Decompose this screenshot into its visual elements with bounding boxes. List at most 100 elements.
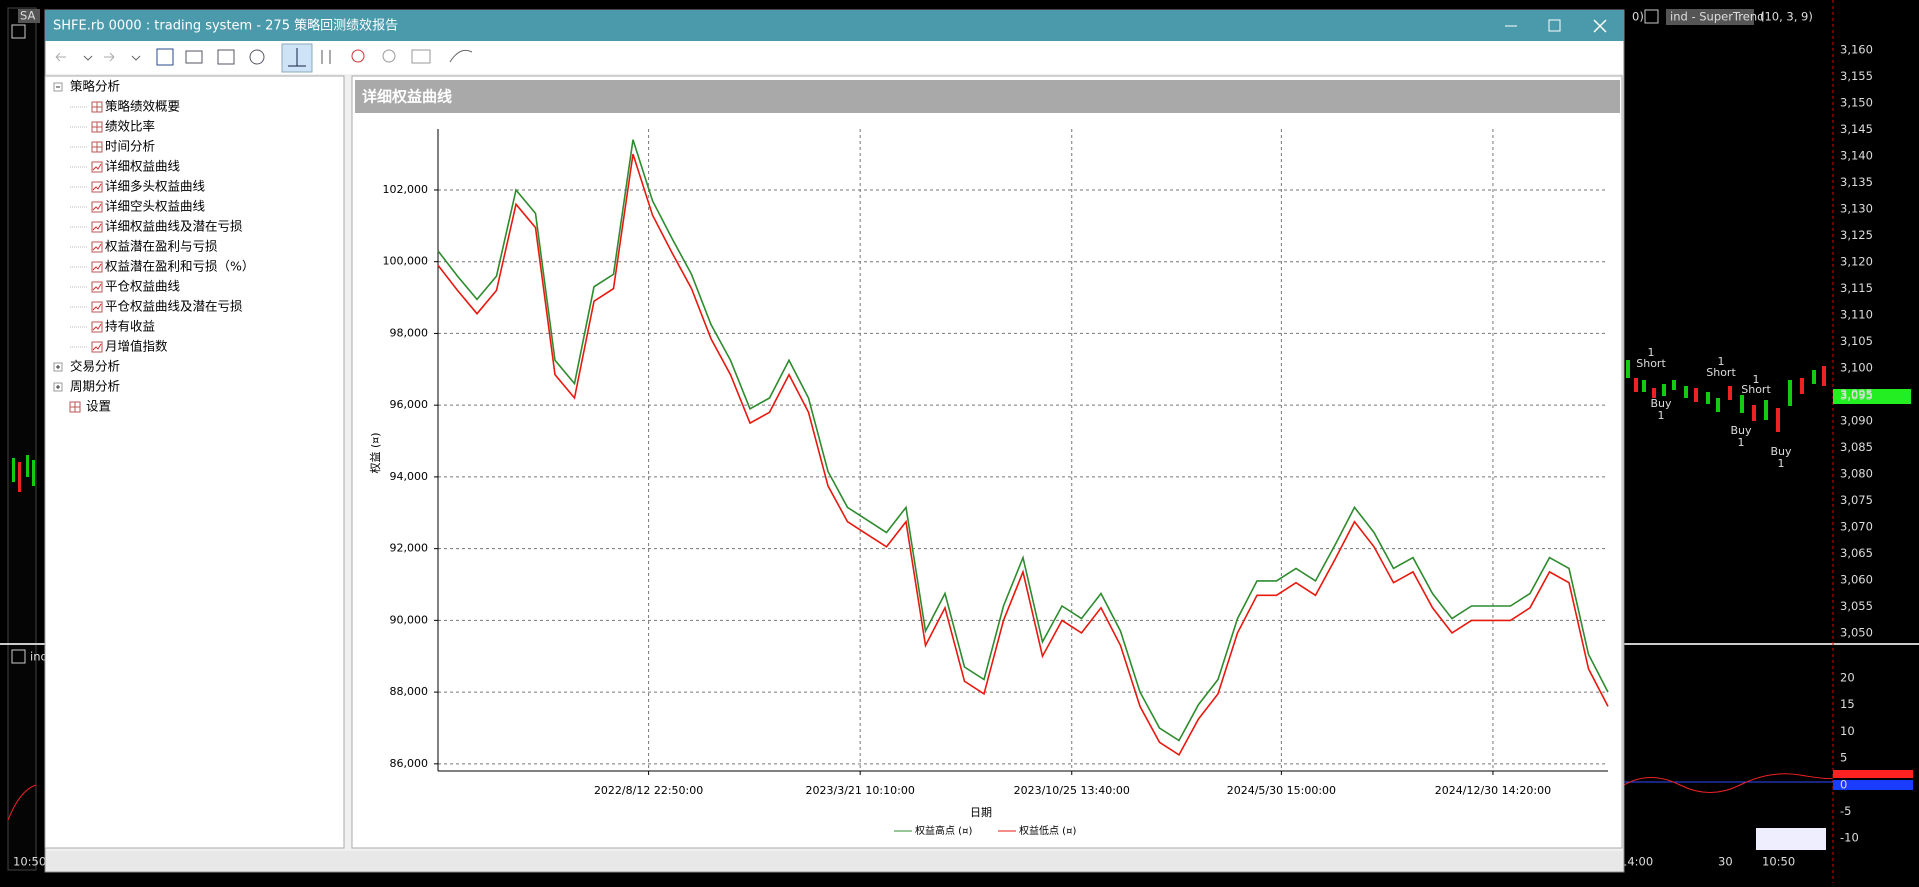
table-icon bbox=[92, 102, 102, 112]
indicator-tick-label: -10 bbox=[1840, 831, 1859, 845]
price-tick-label: 3,145 bbox=[1840, 122, 1873, 136]
candles bbox=[12, 360, 1826, 492]
x-tick-label: 2024/5/30 15:00:00 bbox=[1227, 784, 1336, 797]
close-box[interactable] bbox=[11, 24, 26, 39]
price-tick-label: 3,055 bbox=[1840, 599, 1873, 613]
chart-icon bbox=[92, 283, 102, 291]
price-tick-label: 3,115 bbox=[1840, 281, 1873, 295]
indicator-tag bbox=[1833, 780, 1913, 790]
x-tick-label: 2023/3/21 10:10:00 bbox=[806, 784, 915, 797]
tree-item[interactable]: 周期分析 bbox=[70, 379, 120, 394]
chart-icon bbox=[91, 161, 103, 173]
y-tick-label: 92,000 bbox=[390, 542, 429, 555]
chart-icon bbox=[92, 163, 102, 171]
chart-icon bbox=[92, 203, 102, 211]
indicator-curve bbox=[1623, 773, 1834, 793]
legend-label: 权益低点 (¤) bbox=[1019, 824, 1076, 837]
signal-label: Buy bbox=[1730, 424, 1752, 437]
y-tick-label: 88,000 bbox=[390, 685, 429, 698]
price-tag: 3,095 bbox=[1840, 389, 1873, 403]
price-tick-label: 3,125 bbox=[1840, 228, 1873, 242]
indicator-tag: ind bbox=[30, 650, 48, 664]
price-tick-label: 3,150 bbox=[1840, 96, 1873, 110]
x-tick-label: 2024/12/30 14:20:00 bbox=[1435, 784, 1551, 797]
signal-label: 1 bbox=[1658, 409, 1665, 422]
price-tick-label: 3,050 bbox=[1840, 626, 1873, 640]
table-icon bbox=[70, 402, 80, 412]
chart-icon bbox=[92, 223, 102, 231]
tree-item[interactable]: 绩效比率 bbox=[105, 119, 155, 134]
chart-icon bbox=[91, 221, 103, 233]
tree: 策略分析策略绩效概要绩效比率时间分析详细权益曲线详细多头权益曲线详细空头权益曲线… bbox=[53, 79, 254, 414]
indicator-tick-label: 10 bbox=[1840, 724, 1855, 738]
indicator-tick-label: -5 bbox=[1840, 804, 1851, 818]
tree-item[interactable]: 策略分析 bbox=[70, 79, 120, 94]
equity-chart: 86,000 88,000 90,000 92,000 94,000 96,000 98,0… bbox=[368, 129, 1609, 837]
tree-item[interactable]: 持有收益 bbox=[105, 319, 155, 334]
chart-icon bbox=[92, 243, 102, 251]
report-window: SHFE.rb 0000 : trading system - 275 策略回测… bbox=[44, 9, 1625, 873]
tree-item[interactable]: 详细多头权益曲线 bbox=[105, 179, 206, 194]
tree-item[interactable]: 详细权益曲线及潜在亏损 bbox=[105, 219, 243, 234]
tree-item[interactable]: 设置 bbox=[86, 399, 111, 414]
indicator-params: (10, 3, 9) bbox=[1760, 10, 1813, 24]
y-tick-label: 98,000 bbox=[390, 326, 429, 339]
x-axis-label: 日期 bbox=[970, 806, 992, 819]
tree-item[interactable]: 平仓权益曲线及潜在亏损 bbox=[105, 299, 243, 314]
close-box[interactable] bbox=[11, 649, 26, 664]
header-prefix: 0) bbox=[1632, 10, 1644, 24]
table-icon bbox=[92, 122, 102, 132]
indicator-tick-label: 0 bbox=[1840, 777, 1847, 791]
price-tick-label: 3,110 bbox=[1840, 308, 1873, 322]
tree-item[interactable]: 交易分析 bbox=[70, 359, 120, 374]
tree-item[interactable]: 策略绩效概要 bbox=[105, 99, 180, 114]
chart-icon bbox=[91, 301, 103, 313]
toolbar-icons[interactable] bbox=[55, 43, 473, 73]
chart-icon bbox=[92, 183, 102, 191]
tree-item[interactable]: 平仓权益曲线 bbox=[105, 279, 181, 294]
indicator-tick-label: 5 bbox=[1840, 751, 1847, 765]
price-tick-label: 3,070 bbox=[1840, 520, 1873, 534]
close-box[interactable] bbox=[1644, 9, 1659, 24]
indicator-tick-label: 20 bbox=[1840, 671, 1855, 685]
y-tick-label: 96,000 bbox=[390, 398, 429, 411]
tree-item[interactable]: 详细空头权益曲线 bbox=[105, 199, 206, 214]
price-tick-label: 3,105 bbox=[1840, 334, 1873, 348]
close-button[interactable] bbox=[1593, 19, 1607, 33]
table-icon bbox=[92, 142, 102, 152]
maximize-button[interactable] bbox=[1548, 19, 1561, 32]
tree-item[interactable]: 权益潜在盈利与亏损 bbox=[105, 239, 218, 254]
chart-icon bbox=[91, 341, 103, 353]
expander[interactable] bbox=[56, 365, 60, 369]
signal-label: Short bbox=[1741, 383, 1771, 396]
y-tick-label: 90,000 bbox=[390, 613, 429, 626]
tree-item[interactable]: 权益潜在盈利和亏损（%） bbox=[105, 259, 254, 274]
indicator-tag bbox=[1833, 770, 1913, 778]
signal-label: 1 bbox=[1648, 346, 1655, 359]
y-axis-label: 权益 (¤) bbox=[368, 432, 382, 473]
price-tick-label: 3,100 bbox=[1840, 361, 1873, 375]
tree-item[interactable]: 时间分析 bbox=[105, 139, 155, 154]
equity-line bbox=[437, 139, 1609, 742]
symbol-label: SA bbox=[20, 9, 36, 23]
tree-item[interactable]: 月增值指数 bbox=[105, 339, 168, 354]
expander[interactable] bbox=[56, 385, 60, 389]
chart-icon bbox=[92, 303, 102, 311]
price-tag-bg bbox=[1833, 389, 1911, 404]
signal-label: 1 bbox=[1753, 373, 1760, 386]
signal-label: Buy bbox=[1770, 445, 1792, 458]
y-tick-label: 86,000 bbox=[390, 757, 429, 770]
price-tick-label: 3,065 bbox=[1840, 546, 1873, 560]
equity-line bbox=[437, 153, 1609, 757]
price-tick-label: 3,080 bbox=[1840, 467, 1873, 481]
tree-item[interactable]: 详细权益曲线 bbox=[105, 159, 181, 174]
chart-icon bbox=[91, 181, 103, 193]
chart-icon bbox=[91, 201, 103, 213]
ime-box bbox=[1756, 828, 1826, 850]
price-tick-label: 3,160 bbox=[1840, 43, 1873, 57]
signal-label: 1 bbox=[1738, 436, 1745, 449]
price-tick-label: 3,075 bbox=[1840, 493, 1873, 507]
left-pane bbox=[7, 7, 37, 871]
